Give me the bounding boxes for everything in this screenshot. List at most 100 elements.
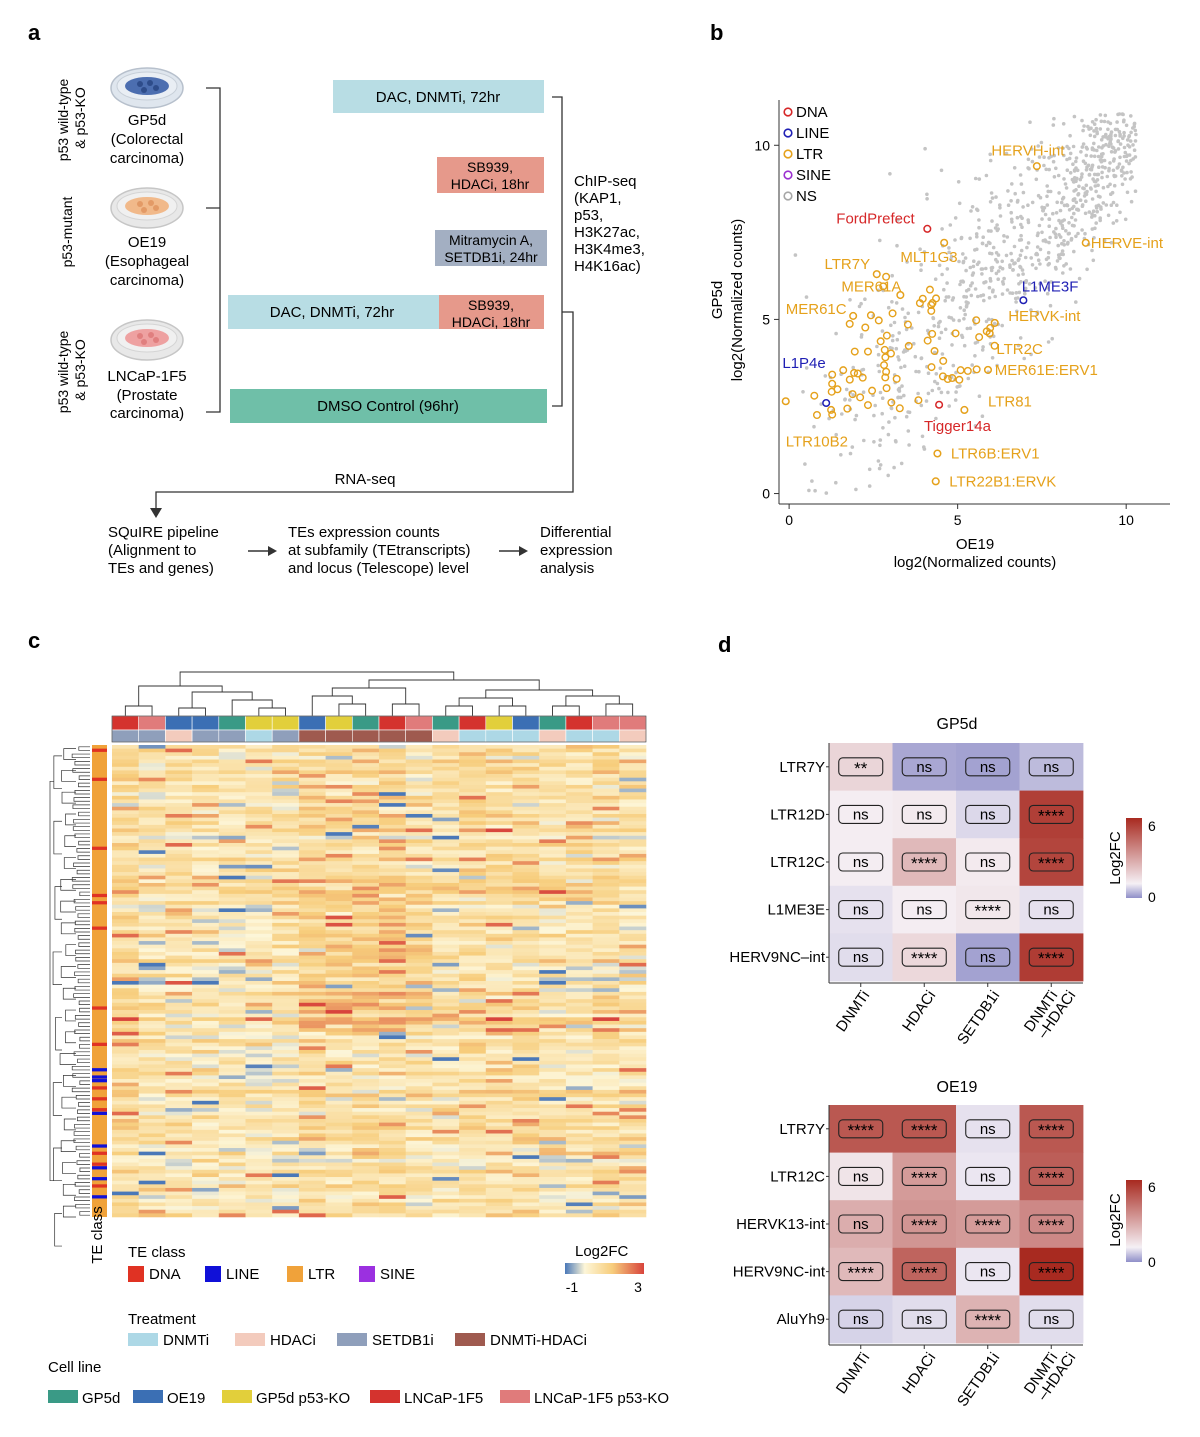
heatmap-cell [485, 1187, 513, 1192]
heatmap-cell [272, 1122, 300, 1127]
heatmap-cell [192, 857, 220, 862]
heatmap-cell [298, 1100, 326, 1105]
heatmap-cell [112, 1191, 139, 1196]
heatmap-cell [619, 813, 647, 818]
ns-point [1094, 189, 1098, 194]
heatmap-cell [138, 864, 166, 869]
heatmap-cell [432, 1064, 460, 1069]
ns-point [867, 484, 872, 488]
ns-point [1133, 128, 1138, 133]
heatmap-cell [218, 1177, 246, 1181]
ns-point [981, 345, 985, 349]
heatmap-cell [112, 1213, 139, 1218]
heatmap-cell [272, 835, 300, 840]
heatmap-cell [272, 919, 300, 924]
heatmap-cell [512, 1213, 540, 1218]
heatmap-cell [565, 951, 593, 956]
heatmap-cell [485, 984, 513, 989]
heatmap-cell [485, 846, 513, 851]
heatmap-cell [379, 770, 406, 775]
heatmap-cell [379, 882, 406, 887]
ns-point [1099, 119, 1104, 124]
heatmap-cell [138, 1108, 166, 1113]
ns-point [995, 260, 1000, 264]
side-label-gp5d-1: p53 wild-type [55, 78, 71, 161]
heatmap-cell [565, 1046, 593, 1051]
ns-point [919, 268, 923, 273]
scatter-xlabel-1: OE19 [956, 536, 994, 553]
heatmap-cell [325, 770, 353, 775]
significance-box [901, 804, 947, 824]
heatmap-cell [352, 828, 380, 833]
heatmap-cell [352, 766, 380, 771]
heatmap-cell [565, 1100, 593, 1105]
heatmap-cell [539, 882, 567, 887]
heatmap-cell [512, 933, 540, 938]
ns-point [1025, 245, 1029, 250]
column-cell-line-annot [325, 715, 353, 731]
column-treatment-annot [458, 729, 487, 743]
heatmap-cell [272, 933, 300, 938]
svg-text:H4K16ac): H4K16ac) [574, 258, 641, 275]
heatmap-cell [352, 857, 380, 862]
heatmap-cell [138, 1129, 166, 1134]
point-label: MER61E:ERV1 [995, 362, 1098, 379]
heatmap-cell [539, 1075, 567, 1080]
svg-text:(KAP1,: (KAP1, [574, 190, 622, 207]
ltr-point [858, 373, 867, 382]
ns-point [876, 459, 881, 463]
heatmap-cell [272, 1206, 300, 1211]
heatmap-cell [432, 1086, 460, 1091]
ns-point [1057, 191, 1061, 195]
heatmap-cell [245, 1206, 273, 1211]
heatmap-cell [325, 941, 353, 945]
heatmap-cell [539, 966, 567, 971]
heatmap-cell [432, 897, 460, 902]
ltr-point [882, 272, 891, 281]
heatmap-cell [325, 1028, 353, 1033]
heatmap-cell [352, 1166, 380, 1171]
heatmap-cell [405, 835, 433, 840]
heatmap-cell [192, 1166, 220, 1171]
pipeline-step-2: TEs expression counts at subfamily (TEtr… [288, 524, 471, 577]
ns-point [1068, 171, 1073, 175]
ns-point [861, 390, 866, 395]
heatmap-cell [379, 977, 406, 982]
heatmap-cell [405, 1093, 433, 1098]
significance-label: ** [854, 759, 868, 778]
ns-point [897, 331, 901, 335]
y-tick-label: 5 [762, 311, 770, 327]
te-class-line-mark [92, 1079, 107, 1083]
heatmap-cell [138, 770, 166, 775]
ns-point [1063, 182, 1068, 186]
ns-point [951, 318, 956, 322]
heatmap-cell [218, 799, 246, 804]
heatmap-cell [432, 1118, 460, 1123]
heatmap-cell [539, 777, 567, 782]
heatmap-cell [218, 1111, 246, 1116]
te-class-line-mark [92, 1068, 107, 1072]
ltr-point [904, 341, 913, 350]
heatmap-cell [565, 759, 593, 764]
heatmap-cell [459, 1017, 487, 1022]
ltr-point [882, 331, 891, 340]
significance-box [838, 900, 884, 920]
heatmap-cell [138, 904, 166, 909]
heatmap-cell [379, 937, 406, 942]
heatmap-cell [565, 763, 593, 768]
heatmap-cell [325, 1042, 353, 1047]
heatmap-cell [485, 1020, 513, 1025]
heatmap-cell [298, 995, 326, 1000]
heatmap-cell [272, 846, 300, 851]
heatmap-cell [112, 1060, 139, 1065]
heatmap-cell [459, 1006, 487, 1011]
row-dendro-link [77, 913, 90, 918]
heatmap-cell [485, 926, 513, 931]
ns-point [1009, 210, 1013, 215]
heatmap-cell [138, 1093, 166, 1098]
heatmap-cell [245, 922, 273, 927]
ns-point [1060, 249, 1065, 253]
heatmap-cell [218, 770, 246, 775]
ns-point [1119, 168, 1124, 172]
heatmap-cell [539, 984, 567, 989]
